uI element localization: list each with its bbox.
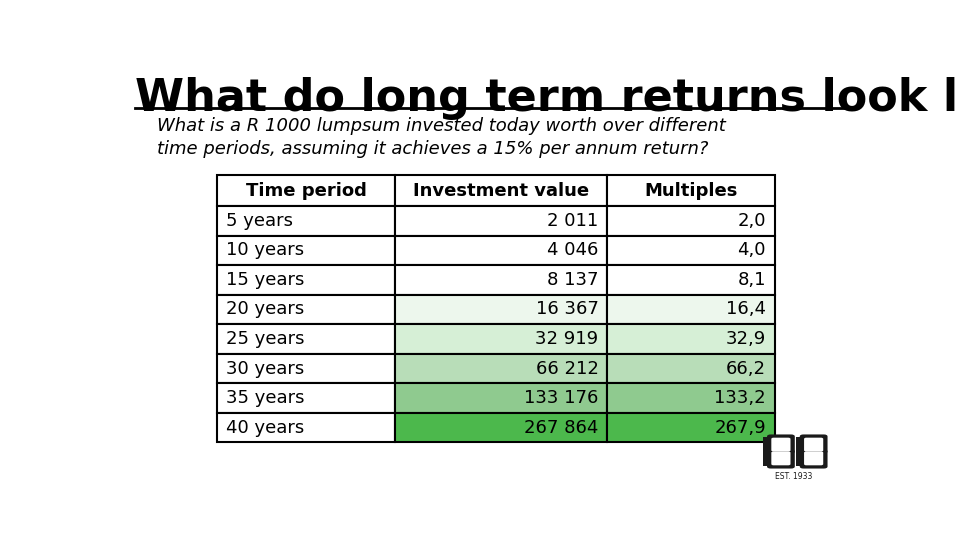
FancyBboxPatch shape xyxy=(796,436,804,467)
Text: 267,9: 267,9 xyxy=(714,418,766,436)
FancyBboxPatch shape xyxy=(396,175,608,206)
FancyBboxPatch shape xyxy=(396,413,608,442)
Text: What is a R 1000 lumpsum invested today worth over different
time periods, assum: What is a R 1000 lumpsum invested today … xyxy=(157,117,726,158)
Text: Time period: Time period xyxy=(246,181,367,200)
Text: 15 years: 15 years xyxy=(226,271,304,289)
Text: Multiples: Multiples xyxy=(644,181,737,200)
FancyBboxPatch shape xyxy=(608,354,775,383)
FancyBboxPatch shape xyxy=(608,383,775,413)
FancyBboxPatch shape xyxy=(217,324,396,354)
FancyBboxPatch shape xyxy=(767,435,795,454)
FancyBboxPatch shape xyxy=(396,383,608,413)
FancyBboxPatch shape xyxy=(396,354,608,383)
Text: 30 years: 30 years xyxy=(226,360,304,377)
Text: 4,0: 4,0 xyxy=(737,241,766,259)
FancyBboxPatch shape xyxy=(608,413,775,442)
FancyBboxPatch shape xyxy=(800,435,828,454)
Text: 133,2: 133,2 xyxy=(714,389,766,407)
Text: 16 367: 16 367 xyxy=(536,300,598,319)
FancyBboxPatch shape xyxy=(217,175,396,206)
FancyBboxPatch shape xyxy=(608,265,775,295)
FancyBboxPatch shape xyxy=(767,449,795,469)
FancyBboxPatch shape xyxy=(217,206,396,235)
FancyBboxPatch shape xyxy=(608,206,775,235)
Text: 10 years: 10 years xyxy=(226,241,303,259)
Text: 8,1: 8,1 xyxy=(737,271,766,289)
Text: 8 137: 8 137 xyxy=(547,271,598,289)
FancyBboxPatch shape xyxy=(396,235,608,265)
Text: 32,9: 32,9 xyxy=(726,330,766,348)
FancyBboxPatch shape xyxy=(217,265,396,295)
Text: 32 919: 32 919 xyxy=(536,330,598,348)
FancyBboxPatch shape xyxy=(217,235,396,265)
FancyBboxPatch shape xyxy=(396,324,608,354)
Text: 25 years: 25 years xyxy=(226,330,304,348)
Text: Investment value: Investment value xyxy=(413,181,589,200)
FancyBboxPatch shape xyxy=(608,324,775,354)
Text: What do long term returns look like?: What do long term returns look like? xyxy=(134,77,960,120)
Text: 4 046: 4 046 xyxy=(547,241,598,259)
Text: EST. 1933: EST. 1933 xyxy=(775,472,812,481)
Text: 133 176: 133 176 xyxy=(524,389,598,407)
FancyBboxPatch shape xyxy=(608,295,775,324)
FancyBboxPatch shape xyxy=(771,438,790,451)
Text: 35 years: 35 years xyxy=(226,389,304,407)
Text: 20 years: 20 years xyxy=(226,300,304,319)
Text: 66,2: 66,2 xyxy=(726,360,766,377)
FancyBboxPatch shape xyxy=(217,383,396,413)
Text: 2,0: 2,0 xyxy=(737,212,766,230)
FancyBboxPatch shape xyxy=(217,295,396,324)
Text: 2 011: 2 011 xyxy=(547,212,598,230)
FancyBboxPatch shape xyxy=(217,354,396,383)
FancyBboxPatch shape xyxy=(608,175,775,206)
Text: 40 years: 40 years xyxy=(226,418,304,436)
FancyBboxPatch shape xyxy=(608,235,775,265)
FancyBboxPatch shape xyxy=(771,451,790,465)
FancyBboxPatch shape xyxy=(396,295,608,324)
Text: 267 864: 267 864 xyxy=(524,418,598,436)
FancyBboxPatch shape xyxy=(396,206,608,235)
FancyBboxPatch shape xyxy=(396,265,608,295)
FancyBboxPatch shape xyxy=(763,436,771,467)
FancyBboxPatch shape xyxy=(800,449,828,469)
Text: 66 212: 66 212 xyxy=(536,360,598,377)
Text: 16,4: 16,4 xyxy=(726,300,766,319)
Text: 5 years: 5 years xyxy=(226,212,293,230)
FancyBboxPatch shape xyxy=(217,413,396,442)
FancyBboxPatch shape xyxy=(804,451,824,465)
FancyBboxPatch shape xyxy=(804,438,824,451)
